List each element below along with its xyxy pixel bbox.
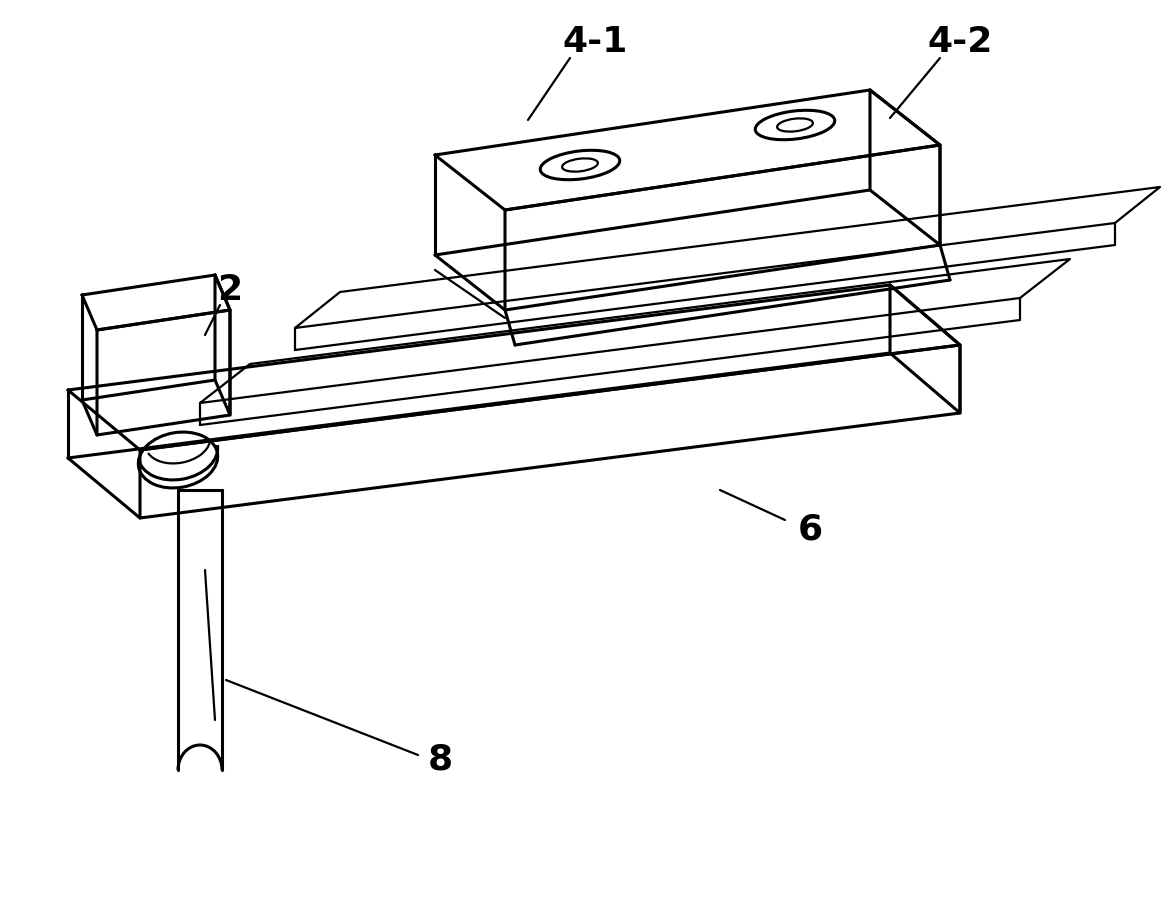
Text: 2: 2 [218,273,242,307]
Text: 6: 6 [798,513,823,547]
Text: 8: 8 [427,743,453,777]
Text: 4-1: 4-1 [563,25,627,59]
Text: 4-2: 4-2 [928,25,992,59]
